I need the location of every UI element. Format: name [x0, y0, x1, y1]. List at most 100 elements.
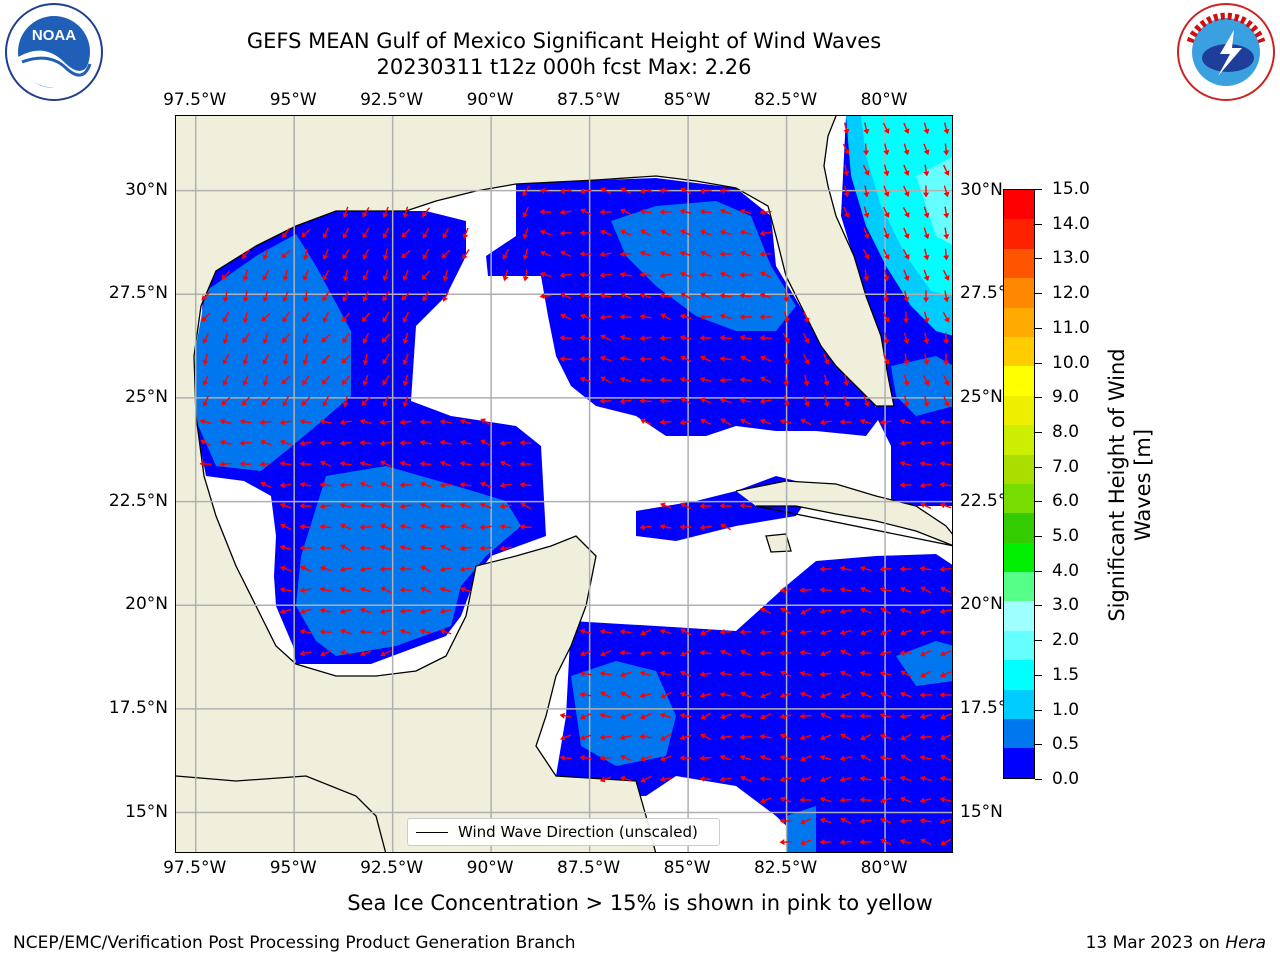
wave-arrow-head: [860, 734, 866, 741]
wave-arrow-head: [719, 649, 726, 656]
wave-arrow-head: [719, 397, 726, 404]
wave-arrow-head: [923, 359, 930, 366]
wave-arrow-head: [699, 649, 705, 656]
colorbar-tick-label: 9.0: [1052, 387, 1080, 408]
wave-arrow-head: [239, 440, 245, 447]
wave-arrow-head: [600, 334, 606, 341]
wave-arrow-head: [600, 691, 607, 697]
chart-title: GEFS MEAN Gulf of Mexico Significant Hei…: [246, 29, 882, 53]
colorbar-tick-mark: [1035, 397, 1042, 399]
lat-tick-label: 25°N: [125, 386, 168, 407]
wave-arrow-head: [339, 419, 345, 426]
wave-arrow-head: [339, 502, 345, 509]
wave-arrow-head: [719, 355, 725, 362]
wave-arrow-head: [903, 380, 910, 387]
wave-arrow-head: [780, 733, 786, 740]
wave-arrow-head: [823, 401, 830, 408]
wave-arrow-head: [382, 379, 388, 386]
wave-arrow-head: [739, 712, 745, 719]
wave-arrow-head: [780, 607, 786, 613]
wave-arrow-head: [259, 419, 265, 426]
wave-arrow-head: [422, 295, 428, 302]
wave-arrow-head: [659, 523, 665, 530]
wave-arrow-head: [639, 376, 645, 383]
wave-arrow-head: [242, 337, 248, 344]
wave-arrow-head: [620, 691, 627, 697]
wave-arrow-head: [560, 313, 566, 320]
wave-arrow-head: [880, 838, 886, 845]
wave-arrow-head: [419, 544, 425, 551]
wave-arrow-head: [783, 401, 790, 408]
wave-arrow-head: [740, 250, 746, 257]
wave-arrow-head: [441, 252, 448, 259]
wave-arrow-head: [382, 358, 388, 365]
wave-arrow-head: [919, 460, 925, 467]
lon-tick-label: 87.5°W: [557, 90, 621, 110]
wave-arrow-head: [202, 359, 209, 366]
wave-arrow-head: [420, 565, 427, 571]
wave-arrow-head: [883, 339, 890, 345]
wave-arrow-head: [660, 502, 666, 509]
wave-arrow-head: [899, 565, 905, 573]
wave-arrow-head: [520, 502, 527, 508]
wave-arrow-head: [519, 460, 525, 468]
wave-arrow-head: [579, 188, 585, 195]
wave-arrow-head: [219, 439, 226, 446]
wave-arrow-head: [720, 523, 727, 529]
wave-arrow-head: [759, 775, 765, 782]
wave-arrow-head: [899, 586, 906, 593]
wave-arrow-head: [819, 629, 826, 636]
lon-tick-label: 97.5°W: [163, 858, 227, 878]
wave-arrow-head: [699, 271, 705, 278]
wave-arrow-head: [402, 338, 409, 345]
wave-arrow-head: [402, 401, 409, 408]
wave-arrow-head: [759, 209, 765, 216]
wave-arrow-head: [559, 334, 565, 341]
colorbar-segment: [1004, 513, 1034, 543]
wave-arrow-head: [579, 292, 586, 299]
wave-arrow-head: [579, 229, 585, 237]
wave-arrow-head: [279, 608, 286, 615]
colorbar-tick-label: 1.0: [1052, 699, 1080, 720]
wave-arrow-head: [339, 649, 346, 656]
wave-arrow-head: [779, 776, 786, 783]
colorbar-tick-label: 8.0: [1052, 421, 1080, 442]
wave-arrow-head: [480, 418, 487, 424]
sea-ice-footnote-text: Sea Ice Concentration > 15% is shown in …: [347, 891, 933, 915]
wave-arrow-head: [819, 838, 825, 846]
wave-arrow-head: [659, 208, 665, 216]
wave-arrow-head: [923, 233, 930, 240]
wave-arrow-head: [943, 213, 950, 219]
wave-arrow-head: [903, 233, 910, 239]
wave-arrow-head: [340, 544, 346, 550]
wave-arrow-head: [699, 502, 705, 510]
wave-arrow-head: [459, 439, 465, 446]
wave-arrow-head: [943, 191, 950, 198]
wave-arrow-head: [779, 817, 785, 824]
wave-arrow-head: [819, 817, 826, 824]
wave-arrow-head: [899, 418, 906, 425]
wave-arrow-head: [899, 607, 906, 614]
wave-arrow-head: [920, 650, 926, 657]
wave-arrow-head: [579, 313, 586, 320]
wave-arrow-head: [819, 796, 826, 803]
wave-arrow-head: [639, 313, 645, 320]
wave-arrow-head: [819, 608, 825, 615]
wave-arrow-head: [299, 608, 306, 615]
wave-arrow-head: [439, 566, 445, 573]
wave-arrow-head: [839, 418, 845, 425]
svg-text:NOAA: NOAA: [32, 27, 76, 44]
wave-arrow-head: [700, 292, 706, 299]
wave-arrow-head: [599, 229, 606, 236]
wave-arrow-head: [779, 418, 786, 425]
wave-arrow-head: [859, 775, 865, 782]
colorbar-segment: [1004, 366, 1034, 396]
wave-arrow-head: [944, 316, 950, 323]
wave-arrow-head: [399, 503, 405, 510]
wave-arrow-head: [719, 754, 726, 761]
wave-arrow-head: [843, 212, 850, 218]
wave-arrow-head: [439, 439, 446, 446]
wave-arrow-head: [759, 733, 765, 740]
wave-arrow-head: [619, 775, 626, 782]
wave-arrow-head: [820, 712, 826, 719]
